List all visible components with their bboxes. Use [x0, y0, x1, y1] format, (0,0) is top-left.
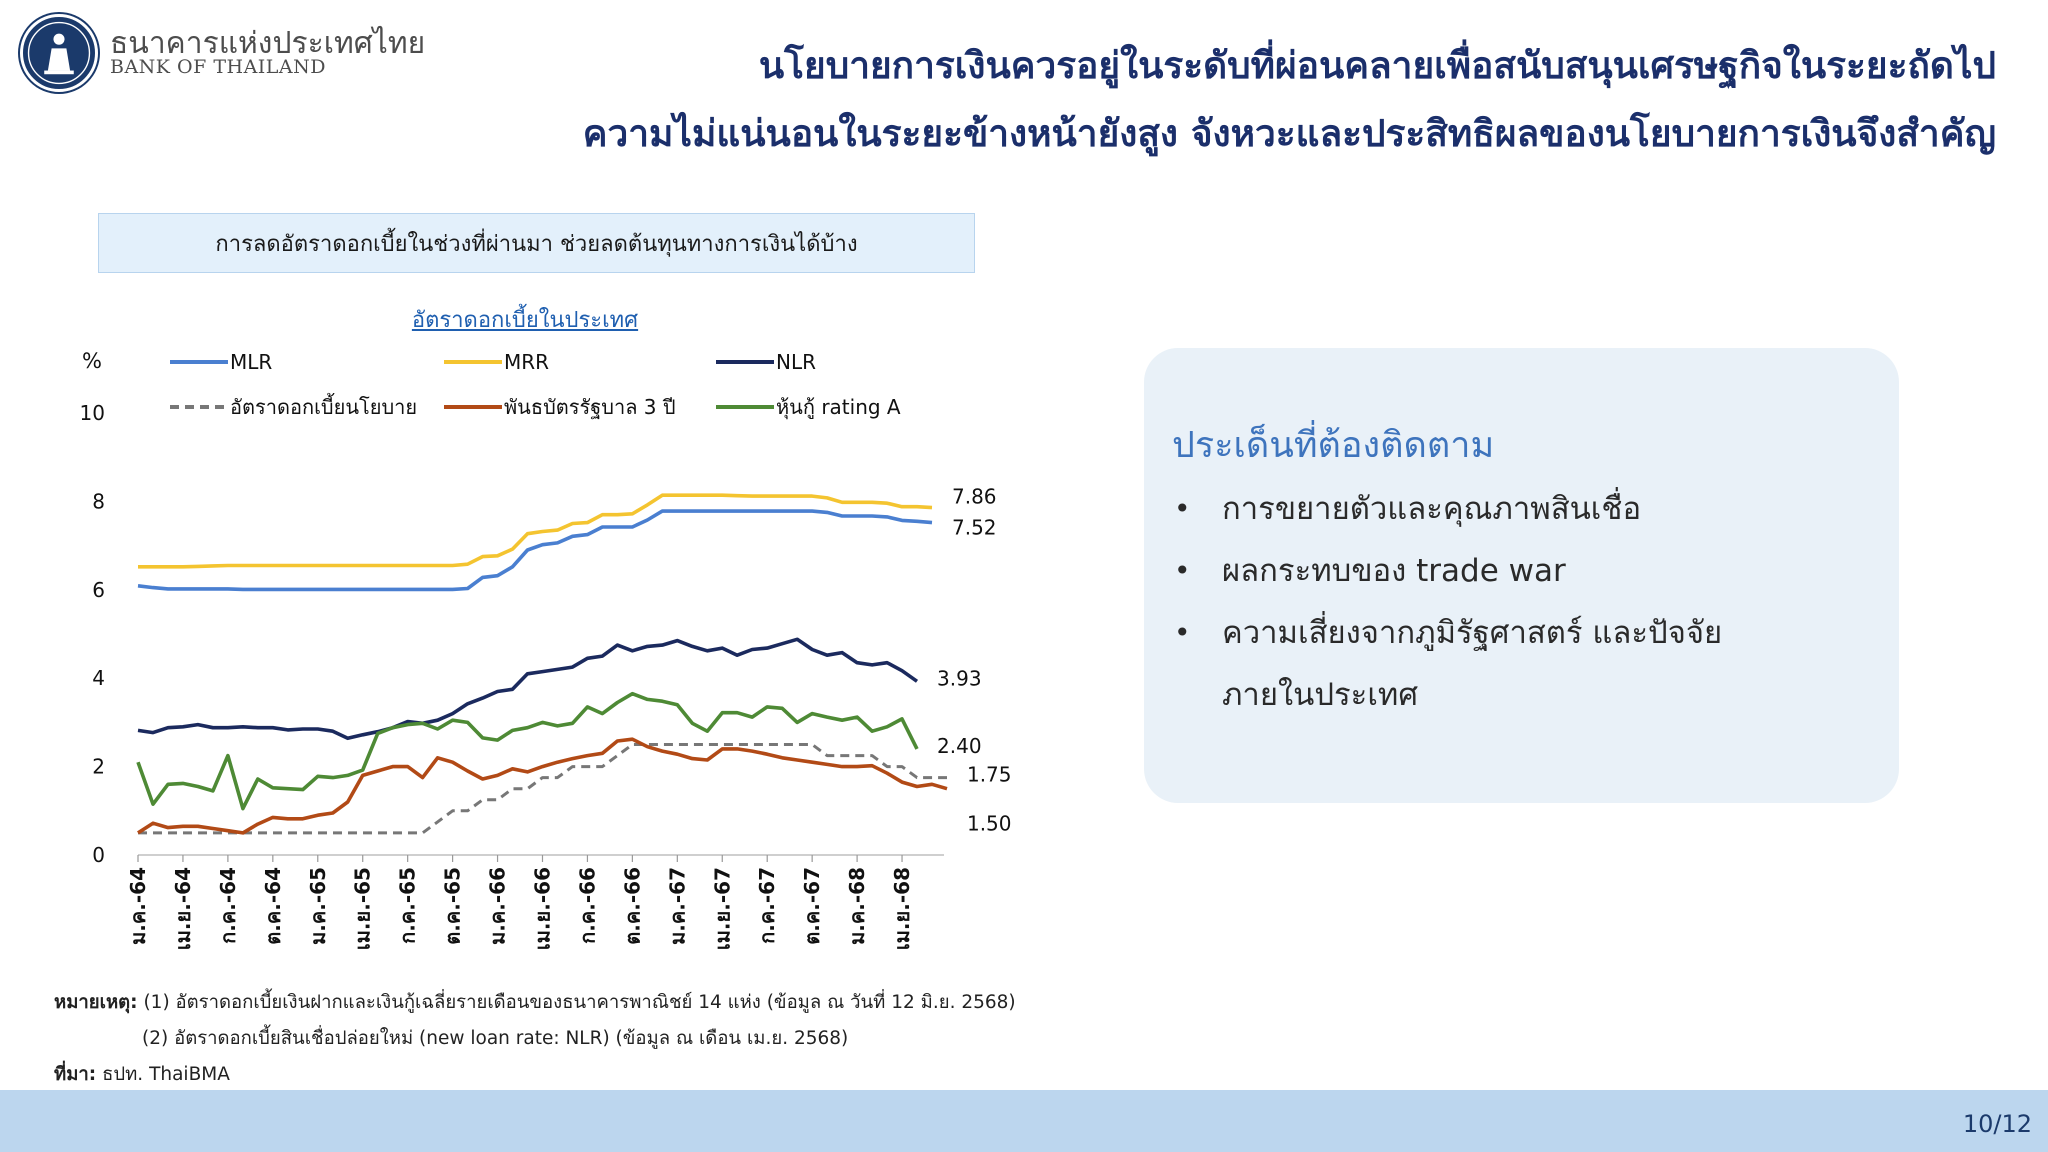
x-tick-label: เม.ย.-65 [351, 867, 375, 950]
panel-title: ประเด็นที่ต้องติดตาม [1172, 425, 1495, 466]
chart-caption-box: การลดอัตราดอกเบี้ยในช่วงที่ผ่านมา ช่วยลด… [98, 213, 975, 273]
list-item-text: การขยายตัวและคุณภาพสินเชื่อ [1222, 491, 1642, 527]
x-tick-label: ก.ค.-67 [755, 867, 779, 944]
interest-rate-chart: % 0 2 4 6 8 10 ม.ค.-64 เม.ย.-64 ก.ค.-64 ต.ค.-64 ม.ค… [80, 349, 1012, 950]
y-tick-label: 8 [92, 489, 105, 513]
data-label: 2.40 [937, 734, 982, 758]
source-text: ธปท. ThaiBMA [102, 1064, 230, 1085]
y-tick-label: 4 [92, 666, 105, 690]
x-tick-label: ม.ค.-66 [486, 867, 510, 945]
x-tick-label: เม.ย.-66 [530, 867, 554, 950]
headline-line-1: นโยบายการเงินควรอยู่ในระดับที่ผ่อนคลายเพ… [758, 44, 1996, 87]
source-label: ที่มา: [54, 1064, 97, 1085]
source-line: ที่มา: ธปท. ThaiBMA [54, 1057, 1016, 1093]
series-line [138, 493, 933, 569]
watch-points-list: • การขยายตัวและคุณภาพสินเชื่อ • ผลกระทบของ… [1174, 478, 1782, 726]
x-tick-label: ม.ค.-64 [126, 867, 150, 945]
data-label: 7.86 [952, 485, 997, 509]
data-label: 7.52 [952, 516, 997, 540]
legend-label: MRR [504, 350, 549, 374]
chart-title[interactable]: อัตราดอกเบี้ยในประเทศ [411, 308, 639, 333]
series-line [138, 743, 947, 835]
bank-seal-icon [27, 21, 91, 85]
series-line [137, 737, 948, 835]
y-tick-label: 6 [92, 578, 105, 602]
series-line [137, 637, 919, 741]
footer-bar: 10/12 [0, 1090, 2048, 1152]
headline-line-2: ความไม่แน่นอนในระยะข้างหน้ายังสูง จังหวะ… [582, 112, 1996, 155]
x-tick-label: ต.ค.-66 [620, 867, 644, 945]
legend-label: อัตราดอกเบี้ยนโยบาย [230, 393, 417, 419]
footnotes: หมายเหตุ: (1) อัตราดอกเบี้ยเงินฝากและเงิ… [54, 985, 1016, 1093]
bullet-icon: • [1174, 554, 1191, 587]
legend-label: MLR [230, 350, 272, 374]
bank-logo [20, 14, 98, 92]
series-line [136, 691, 919, 811]
y-tick-label: 0 [92, 843, 105, 867]
x-tick-label: เม.ย.-68 [890, 867, 914, 950]
chart-caption-text: การลดอัตราดอกเบี้ยในช่วงที่ผ่านมา ช่วยลด… [215, 231, 858, 257]
legend-label: พันธบัตรรัฐบาล 3 ปี [504, 395, 676, 419]
legend-label: NLR [776, 350, 816, 374]
list-item: • การขยายตัวและคุณภาพสินเชื่อ [1174, 478, 1782, 540]
bullet-icon: • [1174, 616, 1191, 649]
x-tick-label: ม.ค.-65 [306, 867, 330, 945]
list-item: • ความเสี่ยงจากภูมิรัฐศาสตร์ และปัจจัยภาย… [1174, 602, 1782, 726]
bullet-icon: • [1174, 492, 1191, 525]
data-label: 3.93 [937, 666, 982, 690]
note-line-2: (2) อัตราดอกเบี้ยสินเชื่อปล่อยใหม่ (new … [142, 1028, 849, 1049]
note-line-1: หมายเหตุ: (1) อัตราดอกเบี้ยเงินฝากและเงิ… [54, 985, 1016, 1021]
x-tick-label: ต.ค.-67 [800, 867, 824, 945]
bank-name-thai: ธนาคารแห่งประเทศไทย [110, 26, 426, 61]
x-tick-label: ก.ค.-66 [575, 867, 599, 944]
watch-points-panel: ประเด็นที่ต้องติดตาม • การขยายตัวและคุณภา… [1144, 348, 1899, 803]
page-number: 10/12 [1962, 1110, 2032, 1138]
data-label: 1.50 [967, 812, 1012, 836]
list-item: • ผลกระทบของ trade war [1174, 540, 1782, 602]
x-tick-label: เม.ย.-67 [710, 867, 734, 950]
x-tick-label: ต.ค.-65 [441, 867, 465, 945]
x-tick-label: ก.ค.-64 [216, 867, 240, 944]
x-tick-label: ก.ค.-65 [396, 867, 420, 944]
x-tick-label: ต.ค.-64 [261, 867, 285, 945]
series-line [137, 509, 933, 592]
x-tick-label: ม.ค.-68 [845, 867, 869, 945]
list-item-text: ผลกระทบของ trade war [1222, 553, 1566, 589]
bank-name-english: BANK OF THAILAND [110, 56, 327, 78]
data-label: 1.75 [967, 763, 1012, 787]
notes-label: หมายเหตุ: [54, 992, 138, 1013]
y-tick-label: 2 [92, 755, 105, 779]
x-tick-label: เม.ย.-64 [171, 867, 195, 950]
x-tick-label: ม.ค.-67 [665, 867, 689, 945]
slide-headline: นโยบายการเงินควรอยู่ในระดับที่ผ่อนคลายเพ… [583, 32, 1996, 168]
y-axis-label: % [82, 349, 102, 373]
y-tick-label: 10 [80, 401, 105, 425]
list-item-text: ความเสี่ยงจากภูมิรัฐศาสตร์ และปัจจัยภายใ… [1222, 615, 1723, 713]
note-1: (1) อัตราดอกเบี้ยเงินฝากและเงินกู้เฉลี่ย… [143, 992, 1016, 1013]
legend-label: หุ้นกู้ rating A [776, 395, 901, 420]
